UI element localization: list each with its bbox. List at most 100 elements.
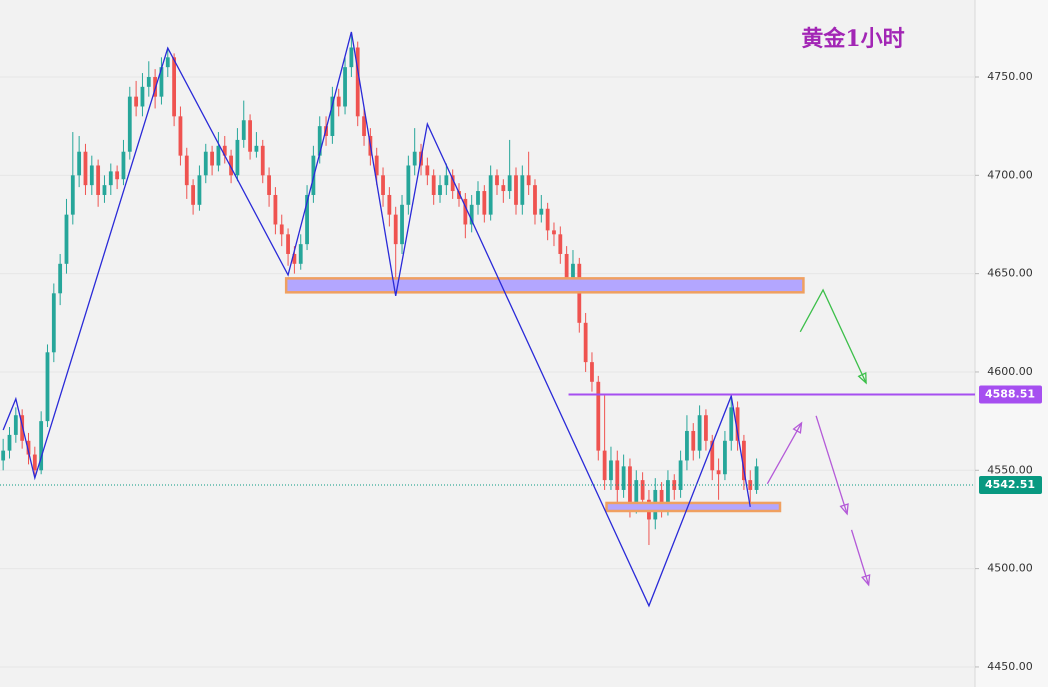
candle-body <box>666 480 670 510</box>
candle-body <box>438 185 442 195</box>
chart-title: 黄金1小时 <box>801 26 904 52</box>
candle-body <box>191 185 195 205</box>
candle-body <box>273 194 278 225</box>
candle-body <box>564 253 569 278</box>
candle-body <box>305 194 309 245</box>
price-tag <box>979 385 1042 404</box>
candle-body <box>602 450 607 481</box>
arrow-head <box>792 421 803 434</box>
candle-body <box>26 440 31 455</box>
arrow <box>815 415 848 515</box>
candle-body <box>710 440 715 471</box>
y-tick-label: 4500.00 <box>987 562 1033 575</box>
candle-body <box>685 430 689 461</box>
candle-body <box>716 470 721 475</box>
arrow <box>766 422 803 485</box>
candle-body <box>659 489 664 510</box>
candle-body <box>754 466 759 490</box>
candle-body <box>32 454 37 471</box>
candle-body <box>248 120 252 152</box>
candle-body <box>691 430 696 451</box>
y-tick-label: 4600.00 <box>987 365 1033 378</box>
candle-body <box>355 47 360 117</box>
candle-body <box>184 155 189 186</box>
candle-body <box>457 191 461 199</box>
candle-body <box>634 480 639 506</box>
candle-body <box>153 76 158 97</box>
arrow <box>799 288 867 384</box>
candle-body <box>216 145 221 166</box>
candle-body <box>488 175 493 215</box>
candle-body <box>39 421 44 471</box>
arrow-head <box>861 574 871 587</box>
candle-body <box>729 407 734 441</box>
candle-body <box>640 480 645 500</box>
candle-body <box>140 86 145 107</box>
candle-body <box>317 126 322 156</box>
y-tick-label: 4650.00 <box>987 267 1033 280</box>
candle-body <box>704 415 708 441</box>
candle-body <box>735 407 740 441</box>
candle-body <box>393 214 398 245</box>
candle-body <box>520 175 525 205</box>
candle-body <box>381 175 385 195</box>
candle-body <box>609 460 613 481</box>
grid <box>0 76 975 668</box>
candle-body <box>431 175 436 195</box>
candle-body <box>501 185 506 192</box>
candle-body <box>165 57 170 68</box>
candle-body <box>425 165 430 176</box>
candle-body <box>178 116 183 156</box>
zone <box>284 277 805 294</box>
candle-body <box>349 47 354 68</box>
candle-body <box>229 155 233 176</box>
candle-body <box>203 151 208 176</box>
candle-body <box>450 175 455 192</box>
zone <box>605 501 782 513</box>
candle-body <box>13 415 18 435</box>
trend-zigzag <box>2 31 751 608</box>
candle-body <box>495 175 499 186</box>
candle-body <box>444 175 449 186</box>
candle-body <box>336 96 341 107</box>
candle-body <box>723 440 727 475</box>
y-tick-label: 4750.00 <box>987 70 1033 83</box>
candle-body <box>77 151 82 176</box>
candle-body <box>552 230 556 235</box>
candle-body <box>400 204 404 245</box>
candle-body <box>412 151 417 166</box>
y-tick-label: 4550.00 <box>987 463 1033 476</box>
candle-body <box>621 466 626 490</box>
candle-body <box>51 293 56 353</box>
candle-body <box>343 67 347 107</box>
candle-body <box>330 96 335 136</box>
candle-body <box>628 466 632 506</box>
candle-body <box>102 185 107 195</box>
candle-body <box>70 175 75 215</box>
plot <box>0 31 975 608</box>
candle-body <box>1 450 6 461</box>
candle-body <box>134 96 139 107</box>
candle-body <box>108 171 113 186</box>
candle-body <box>292 253 297 264</box>
candle-body <box>222 145 227 156</box>
y-tick-label: 4450.00 <box>987 660 1033 673</box>
price-tag <box>979 476 1042 495</box>
candle-body <box>279 224 284 235</box>
price-tag-label: 4542.51 <box>985 478 1035 491</box>
candle-body <box>678 460 683 490</box>
candle-body <box>590 362 594 382</box>
candle-body <box>558 234 563 254</box>
candle-body <box>615 460 620 490</box>
candle-body <box>406 165 411 205</box>
candle-body <box>96 165 101 195</box>
price-axis <box>975 0 1048 687</box>
candle-body <box>146 76 151 87</box>
candle-body <box>514 175 518 205</box>
candle-body <box>672 480 677 490</box>
candle-body <box>742 440 746 481</box>
candle-body <box>469 204 474 225</box>
candle-body <box>172 57 177 117</box>
